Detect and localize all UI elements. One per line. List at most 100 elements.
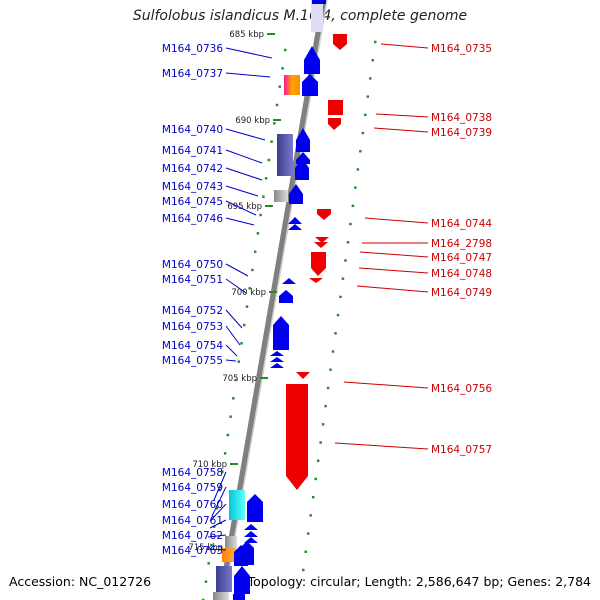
ruler-label: 710 kbp xyxy=(192,460,227,470)
guide-dot xyxy=(262,195,265,198)
gene-block-colored xyxy=(225,536,237,548)
gene-block xyxy=(233,594,245,600)
guide-dot xyxy=(237,360,241,363)
guide-dot xyxy=(309,514,312,517)
guide-dot xyxy=(306,532,310,535)
gene-label-right: M164_0747 xyxy=(431,252,492,264)
guide-dot xyxy=(371,59,375,62)
gene-arrow xyxy=(315,237,329,243)
gene-label-left: M164_0763 xyxy=(162,545,223,557)
backbone-highlight xyxy=(311,0,323,32)
guide-dot xyxy=(369,77,372,80)
gene-arrow xyxy=(244,524,258,530)
guide-dot xyxy=(204,580,208,583)
guide-dot xyxy=(319,441,322,444)
label-leader-line xyxy=(375,113,429,118)
guide-dot xyxy=(334,332,337,335)
guide-dot xyxy=(229,415,232,418)
gene-arrow xyxy=(270,351,284,356)
ruler-label: 715 kbp xyxy=(188,543,223,553)
guide-dot xyxy=(321,423,325,426)
label-leader-line xyxy=(373,127,429,133)
label-leader-line xyxy=(358,267,429,274)
ruler-label: 685 kbp xyxy=(229,30,264,40)
gene-arrow xyxy=(234,566,250,594)
gene-arrow xyxy=(288,217,302,224)
accession-text: Accession: NC_012726 xyxy=(9,574,152,589)
gene-arrow xyxy=(279,290,293,303)
guide-dot xyxy=(349,222,352,226)
label-leader-line xyxy=(225,217,255,226)
guide-dot xyxy=(281,67,284,70)
gene-label-left: M164_0740 xyxy=(162,124,223,136)
guide-dot xyxy=(245,305,249,308)
gene-label-left: M164_0751 xyxy=(162,274,223,286)
guide-dot xyxy=(311,495,315,499)
label-leader-line xyxy=(213,471,227,501)
guide-dot xyxy=(364,113,367,117)
gene-label-left: M164_0760 xyxy=(162,499,223,511)
gene-label-right: M164_0749 xyxy=(431,287,492,299)
gene-arrow xyxy=(296,128,310,152)
label-leader-line xyxy=(364,217,429,224)
gene-label-left: M164_0752 xyxy=(162,305,223,317)
label-leader-line xyxy=(225,309,243,329)
guide-dot xyxy=(226,433,230,437)
topology-summary: Topology: circular; Length: 2,586,647 bp… xyxy=(247,574,591,589)
gene-block-colored xyxy=(213,592,229,600)
guide-dot xyxy=(275,103,279,107)
guide-dot xyxy=(344,259,347,262)
gene-label-left: M164_0742 xyxy=(162,163,223,175)
gene-arrow xyxy=(304,46,320,74)
guide-dot xyxy=(202,598,205,600)
label-leader-line xyxy=(225,278,247,294)
gene-block-colored xyxy=(222,548,236,562)
guide-dot xyxy=(270,140,273,143)
gene-label-left: M164_0737 xyxy=(162,68,223,80)
right-strand-features xyxy=(286,34,347,490)
gene-arrow xyxy=(295,158,309,180)
guide-dot xyxy=(267,158,271,162)
left-strand-features xyxy=(213,0,326,600)
guide-dots xyxy=(202,40,377,600)
ruler-label: 700 kbp xyxy=(231,288,266,298)
guide-dot xyxy=(240,342,243,345)
guide-dot xyxy=(336,313,340,317)
label-leader-line xyxy=(356,285,429,293)
guide-dot xyxy=(218,488,221,492)
gene-label-right: M164_2798 xyxy=(431,238,492,250)
gene-arrow xyxy=(309,278,323,283)
gene-arrow xyxy=(311,252,326,276)
gene-arrow xyxy=(244,531,258,537)
left-labels: M164_0736 M164_0737 M164_0740 M164_0741 M164… xyxy=(162,43,273,557)
label-leader-line xyxy=(207,534,227,538)
label-leader-line xyxy=(225,149,263,164)
gene-arrow xyxy=(282,278,296,284)
guide-dot xyxy=(210,543,213,547)
gene-label-left: M164_0750 xyxy=(162,259,223,271)
gene-label-right: M164_0744 xyxy=(431,218,492,230)
guide-dot xyxy=(273,122,276,125)
gene-label-left: M164_0762 xyxy=(162,530,223,542)
guide-dot xyxy=(302,568,305,572)
gene-label-right: M164_0756 xyxy=(431,383,492,395)
guide-dot xyxy=(339,295,342,299)
gene-arrow xyxy=(333,34,347,50)
gene-block-colored xyxy=(277,134,293,176)
gene-label-left: M164_0761 xyxy=(162,515,223,527)
guide-dot xyxy=(331,350,335,353)
guide-dot xyxy=(253,250,257,253)
gene-arrow xyxy=(273,316,289,350)
gene-label-right: M164_0738 xyxy=(431,112,492,124)
gene-arrow xyxy=(247,494,263,522)
guide-dot xyxy=(316,459,320,462)
label-leader-line xyxy=(334,442,429,450)
gene-label-right: M164_0735 xyxy=(431,43,492,55)
gene-arrow xyxy=(312,0,326,4)
gene-arrow xyxy=(286,384,308,490)
label-leader-line xyxy=(380,43,429,49)
gene-arrow xyxy=(314,242,328,248)
label-leader-line xyxy=(211,486,227,517)
label-leader-line xyxy=(225,344,238,357)
guide-dot xyxy=(232,397,235,400)
